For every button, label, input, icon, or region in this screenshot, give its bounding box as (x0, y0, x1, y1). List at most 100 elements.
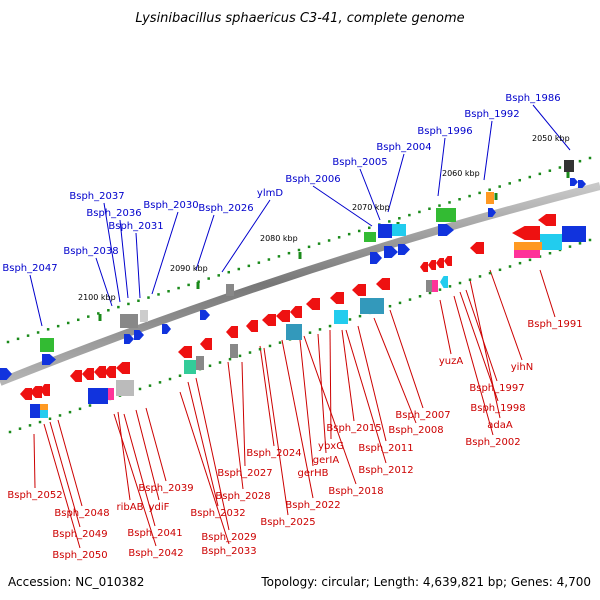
gene-arrow (262, 314, 276, 326)
outer-ring-tick (97, 312, 100, 315)
gene-block (40, 404, 48, 412)
leader-line (263, 347, 289, 516)
gene-arrow (444, 256, 452, 266)
gene-arrow (570, 178, 578, 186)
outer-ring-tick (327, 239, 331, 242)
leader-line (49, 421, 81, 528)
major-tick (196, 282, 200, 289)
leader-line (145, 407, 167, 482)
gene-block (486, 192, 494, 204)
gene-label: Bsph_1996 (417, 126, 472, 137)
kbp-label: 2090 kbp (170, 264, 208, 273)
leader-line (387, 153, 405, 213)
gene-label: Bsph_2006 (285, 174, 340, 185)
gene-label: Bsph_2018 (328, 486, 383, 497)
gene-label: adaA (487, 420, 513, 431)
outer-ring-tick (558, 166, 562, 169)
outer-ring-tick (137, 299, 140, 303)
outer-ring-tick (538, 172, 542, 176)
inner-ring-tick (18, 427, 22, 430)
gene-block (120, 314, 138, 328)
gene-label: Bsph_2048 (54, 508, 109, 519)
gene-arrow (290, 306, 302, 318)
leader-line (221, 199, 271, 273)
outer-ring-tick (287, 251, 291, 255)
gene-label: Bsph_2049 (52, 529, 107, 540)
leader-line (117, 411, 131, 501)
outer-ring-tick (357, 229, 361, 233)
gene-label: yihN (511, 362, 534, 373)
leader-line (151, 211, 179, 295)
inner-ring-tick (48, 417, 52, 421)
gene-label: Bsph_2052 (7, 490, 62, 501)
outer-ring-tick (76, 318, 80, 322)
gene-arrow (40, 384, 50, 396)
gene-block (116, 380, 134, 396)
gene-block (392, 224, 406, 236)
leader-line (357, 325, 387, 442)
inner-ring-tick (518, 261, 522, 265)
leader-line (187, 381, 219, 507)
leader-line (317, 333, 327, 454)
inner-ring-tick (78, 407, 82, 411)
outer-ring-tick (147, 296, 150, 299)
gene-features (0, 160, 586, 418)
inner-ring-tick (58, 414, 62, 417)
inner-ring-tick (588, 238, 592, 242)
outer-ring-tick (297, 248, 301, 252)
major-tick (298, 252, 302, 259)
outer-ring-tick (197, 280, 200, 283)
leader-line (483, 120, 493, 181)
gene-label: Bsph_2027 (217, 468, 272, 479)
gene-label: Bsph_1997 (469, 383, 524, 394)
outer-ring-tick (468, 194, 471, 198)
leader-line (341, 329, 355, 422)
leader-line (95, 257, 113, 307)
outer-ring-tick (458, 197, 461, 201)
leader-line (103, 202, 121, 303)
gene-label: Bsph_1998 (470, 403, 525, 414)
gene-arrow (436, 258, 444, 268)
inner-ring-tick (448, 285, 452, 288)
gene-label: Bsph_2005 (332, 157, 387, 168)
gene-label: Bsph_2026 (198, 203, 253, 214)
gene-arrow (470, 242, 484, 254)
outer-ring-tick (157, 293, 160, 296)
leader-line (539, 269, 556, 318)
leader-line (123, 413, 156, 527)
gene-block (436, 208, 456, 222)
inner-ring-tick (88, 404, 92, 407)
gene-arrow (352, 284, 366, 296)
gene-label: Bsph_2028 (215, 491, 270, 502)
gene-label: Bsph_2038 (63, 246, 118, 257)
leader-line (57, 419, 83, 507)
inner-ring-tick (238, 354, 242, 358)
inner-ring-tick (458, 281, 462, 285)
inner-ring-tick (578, 242, 582, 245)
gene-block (562, 226, 586, 242)
inner-ring-tick (438, 288, 442, 291)
gene-arrow (440, 276, 448, 288)
inner-ring-tick (528, 258, 532, 262)
topology-text: Topology: circular; Length: 4,639,821 bp… (260, 575, 591, 589)
gene-arrow (226, 326, 238, 338)
gene-label: Bsph_2029 (201, 532, 256, 543)
outer-ring-tick (127, 302, 130, 306)
leader-line (179, 391, 230, 545)
gene-arrow (82, 368, 94, 380)
leader-line (312, 185, 373, 227)
outer-ring-tick (548, 169, 552, 172)
inner-ring-tick (38, 420, 42, 424)
gene-label: yuzA (439, 356, 464, 367)
leader-line (345, 329, 387, 464)
kbp-scale-labels: 2050 kbp 2060 kbp 2070 kbp 2080 kbp 2090 kbp… (78, 134, 570, 302)
gene-arrow (200, 310, 210, 320)
gene-block (514, 242, 542, 250)
outer-ring-tick (408, 213, 411, 217)
outer-ring-tick (26, 334, 30, 337)
outer-ring-tick (36, 331, 40, 334)
outer-ring-tick (388, 220, 391, 223)
gene-arrow (162, 324, 171, 334)
inner-ring-tick (358, 314, 362, 318)
leader-line (439, 299, 452, 355)
